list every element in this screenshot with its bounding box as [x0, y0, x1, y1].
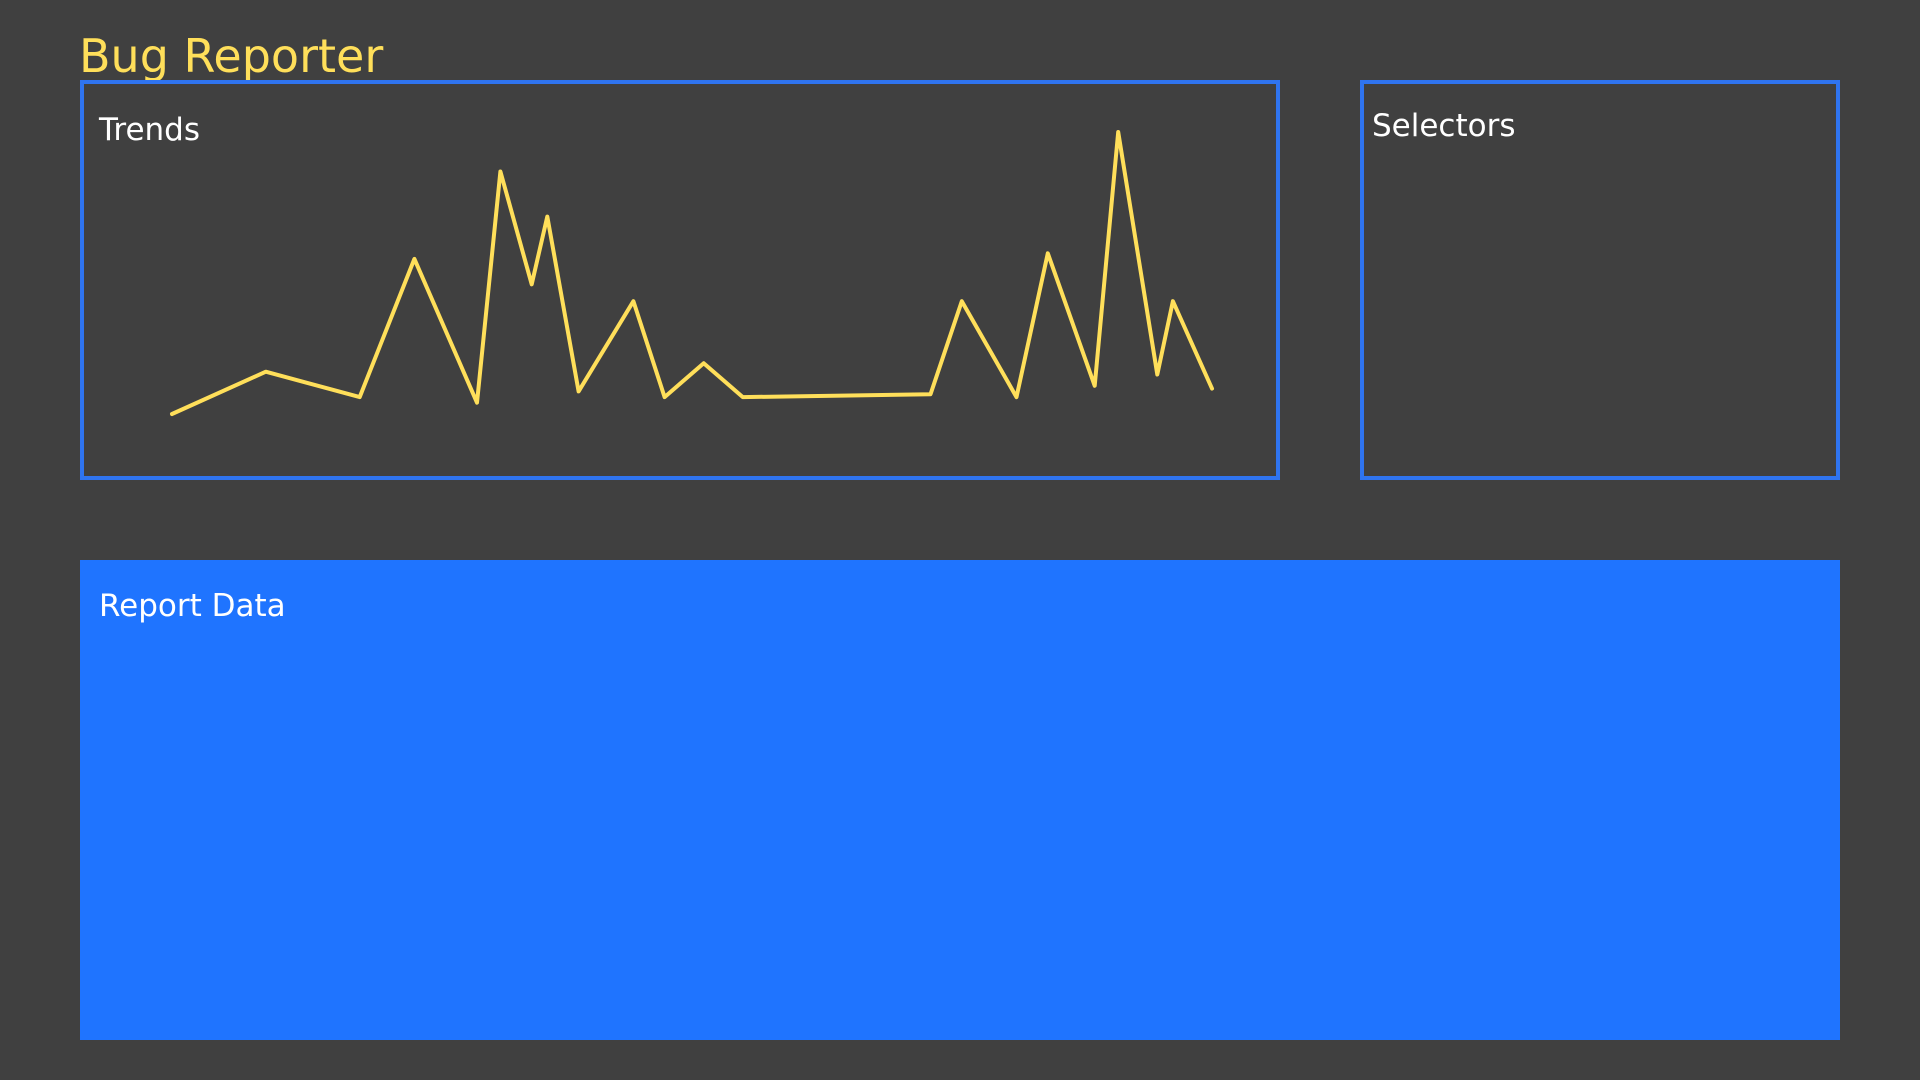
trends-line-chart: [170, 130, 1214, 416]
report-data-panel: Report Data: [80, 560, 1840, 1040]
app-title: Bug Reporter: [79, 29, 384, 83]
report-data-panel-title: Report Data: [99, 588, 286, 624]
trend-series-line: [170, 130, 1214, 416]
trends-panel: Trends: [80, 80, 1280, 480]
selectors-panel-title: Selectors: [1372, 108, 1516, 144]
selectors-panel: Selectors: [1360, 80, 1840, 480]
trends-panel-title: Trends: [99, 112, 200, 148]
